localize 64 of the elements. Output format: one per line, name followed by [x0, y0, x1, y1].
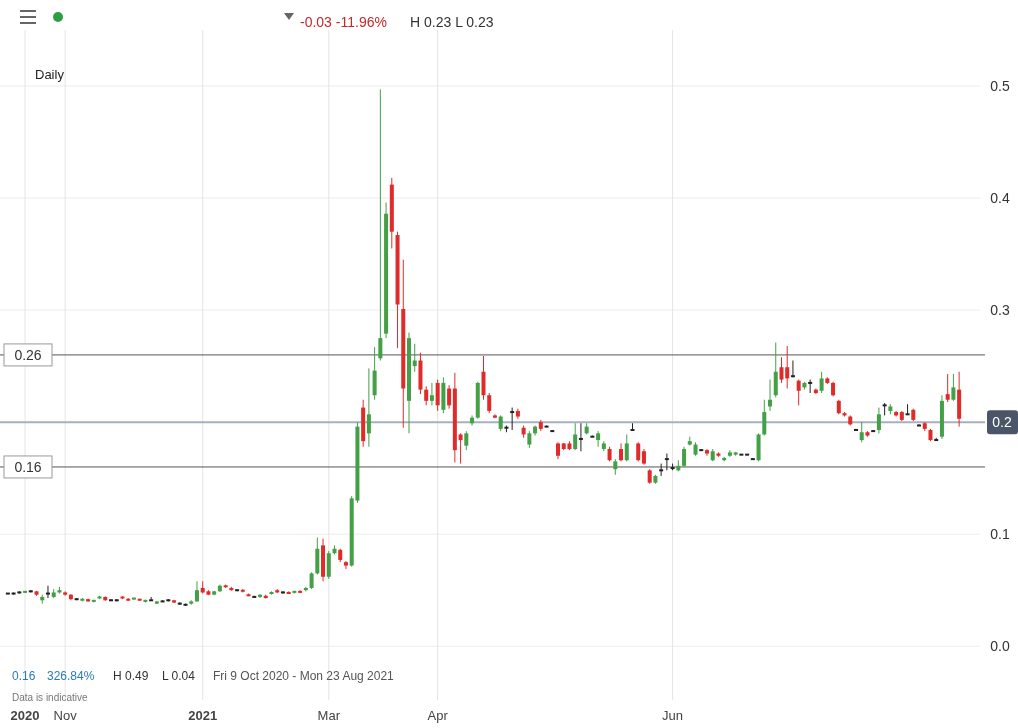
candlestick: [578, 422, 583, 452]
annotation: 326.84%: [47, 669, 95, 684]
candlestick: [624, 433, 629, 462]
y-tick-label: 0.5: [990, 77, 1010, 94]
candlestick: [366, 367, 371, 448]
annotation: H 0.49: [113, 669, 149, 684]
candlestick: [682, 446, 687, 468]
candlestick: [779, 356, 784, 384]
candlestick: [664, 453, 669, 471]
x-tick-label: Jun: [662, 708, 684, 723]
y-tick-label: 0.0: [990, 638, 1010, 655]
candlestick: [573, 422, 578, 451]
text: Daily: [35, 66, 65, 82]
candlestick: [481, 355, 486, 401]
candlestick: [636, 441, 641, 462]
x-tick-label: 2021: [188, 708, 218, 723]
y-tick-label: 0.1: [990, 526, 1010, 543]
candlestick: [790, 360, 795, 378]
candlestick: [762, 399, 767, 437]
candlestick: [917, 423, 922, 427]
candlestick: [951, 373, 956, 402]
candlestick: [149, 596, 154, 602]
annotation: Fri 9 Oct 2020 - Mon 23 Aug 2021: [213, 669, 395, 684]
candlestick: [876, 407, 881, 434]
candlestick: [194, 580, 199, 603]
candlestick: [464, 430, 469, 451]
candlestick: [659, 463, 664, 477]
candlestick: [429, 382, 434, 406]
candlestick: [796, 379, 801, 406]
candlestick: [45, 585, 50, 599]
candlestick: [412, 343, 417, 373]
candlestick: [343, 560, 348, 570]
candlestick: [773, 342, 778, 398]
candlestick: [808, 379, 813, 394]
x-tick-label: Apr: [427, 708, 449, 723]
candlestick: [447, 384, 452, 410]
ref-line-label: 0.16: [14, 458, 42, 475]
candlestick: [819, 371, 824, 394]
candlestick: [510, 407, 515, 431]
candlestick: [785, 345, 790, 390]
x-tick-label: Mar: [317, 708, 341, 723]
candlestick: [487, 392, 492, 414]
x-tick-label: Nov: [53, 708, 78, 723]
candlestick: [326, 550, 331, 580]
text: -0.03 -11.96%: [300, 13, 387, 30]
candlestick: [280, 590, 285, 595]
annotation: 0.16: [12, 669, 36, 684]
candlestick: [378, 88, 383, 362]
candlestick: [435, 379, 440, 412]
y-tick-label: 0.3: [990, 302, 1010, 318]
annotation: Data is indicative: [12, 691, 89, 703]
candlestick: [859, 421, 864, 443]
annotation: L 0.04: [162, 669, 196, 684]
candlestick: [458, 432, 463, 465]
x-tick-label: 2020: [10, 708, 40, 723]
candlestick: [945, 373, 950, 403]
candlestick: [596, 430, 601, 448]
candlestick: [470, 414, 475, 426]
text: H 0.23 L 0.23: [410, 13, 494, 30]
candlestick: [894, 410, 899, 418]
y-tick-label: 0.4: [990, 189, 1010, 206]
candlestick: [424, 385, 429, 406]
ref-line-label: 0.26: [14, 346, 42, 363]
ref-line-label: 0.2: [992, 414, 1012, 431]
